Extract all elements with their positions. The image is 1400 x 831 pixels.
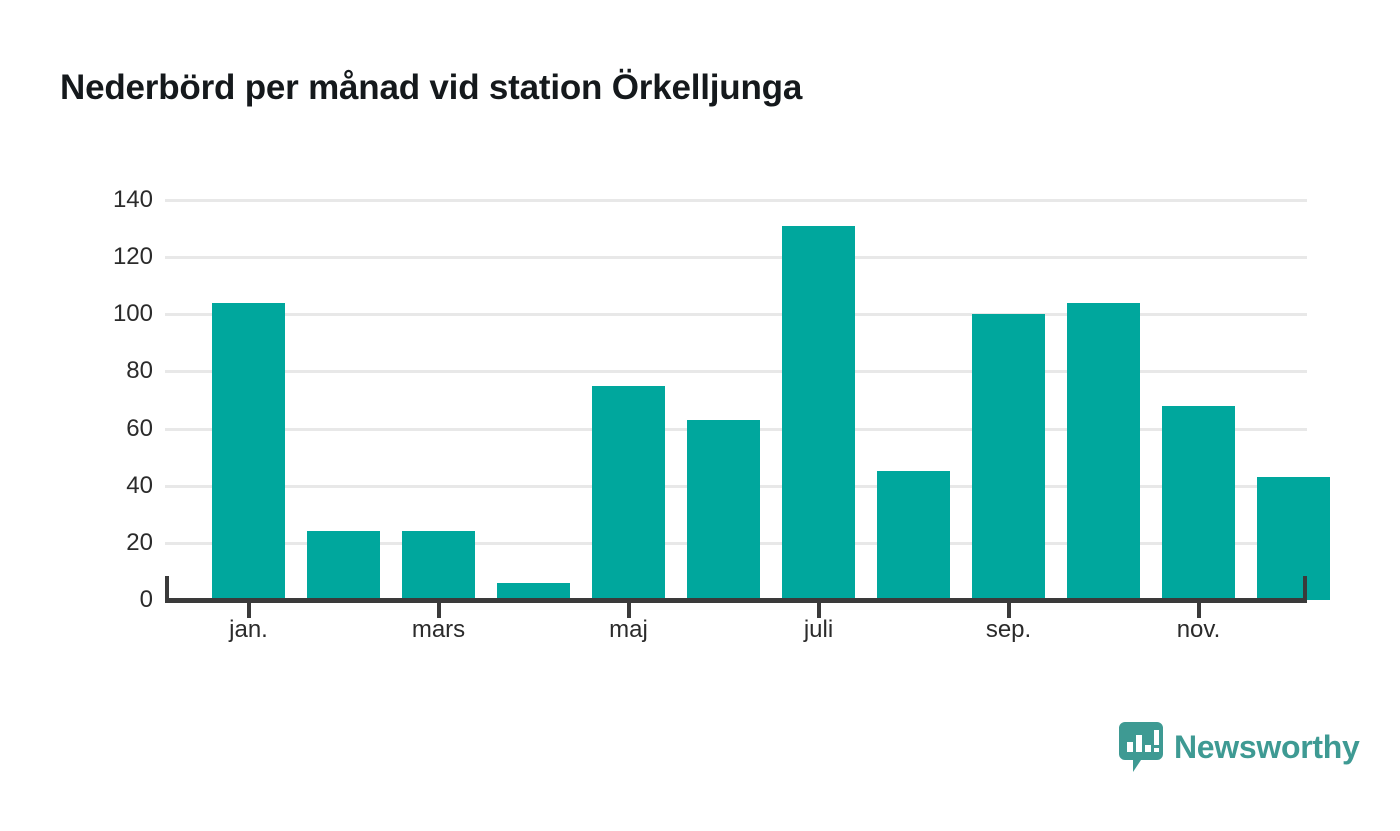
gridline <box>165 370 1307 374</box>
x-axis-tick-label: sep. <box>985 616 1032 643</box>
bar-okt[interactable] <box>1067 302 1140 600</box>
gridline <box>165 199 1307 202</box>
newsworthy-bar-chart-bubble-icon <box>1119 722 1163 772</box>
x-axis-right-cap <box>1303 576 1307 600</box>
bar-sep[interactable] <box>972 314 1045 600</box>
bar-dec[interactable] <box>1257 477 1330 600</box>
y-axis-tick-label: 0 <box>139 586 153 613</box>
bar-apr[interactable] <box>497 582 570 600</box>
x-axis-tick <box>436 601 441 618</box>
y-axis-ticks: 0 20 40 60 80 100 120 140 <box>0 0 153 831</box>
y-axis-tick-label: 100 <box>112 300 153 328</box>
gridline <box>165 256 1307 260</box>
gridline <box>165 313 1307 317</box>
brand-name: Newsworthy <box>1174 729 1360 765</box>
bar-juni[interactable] <box>687 420 760 600</box>
page-title: Nederbörd per månad vid station Örkellju… <box>60 68 803 107</box>
x-axis-tick-label: nov. <box>1176 616 1221 643</box>
bar-jan[interactable] <box>212 302 285 600</box>
bar-mars[interactable] <box>402 531 475 600</box>
y-axis-tick-label: 40 <box>126 471 153 499</box>
bar-aug[interactable] <box>877 471 950 600</box>
y-axis-tick-label: 120 <box>112 243 153 271</box>
x-axis-tick-label: juli <box>803 616 834 643</box>
x-axis-tick-label: jan. <box>229 616 268 643</box>
x-axis-left-cap <box>165 576 169 600</box>
bar-nov[interactable] <box>1162 405 1235 600</box>
x-axis-tick <box>1006 601 1011 618</box>
y-axis-tick-label: 60 <box>126 414 153 442</box>
x-axis-tick <box>1196 601 1201 618</box>
x-axis-tick <box>626 601 631 618</box>
x-axis-tick-label: mars <box>411 616 466 643</box>
newsworthy-logo[interactable]: Newsworthy <box>1119 722 1360 772</box>
x-axis-tick <box>246 601 251 618</box>
y-axis-tick-label: 20 <box>126 528 153 556</box>
x-axis-tick <box>816 601 821 618</box>
x-axis-line <box>165 598 1307 603</box>
bar-feb[interactable] <box>307 531 380 600</box>
x-axis-tick-label: maj <box>609 616 648 643</box>
y-axis-tick-label: 80 <box>126 357 153 385</box>
bar-juli[interactable] <box>782 225 855 600</box>
y-axis-tick-label: 140 <box>112 186 153 213</box>
bar-maj[interactable] <box>592 385 665 600</box>
